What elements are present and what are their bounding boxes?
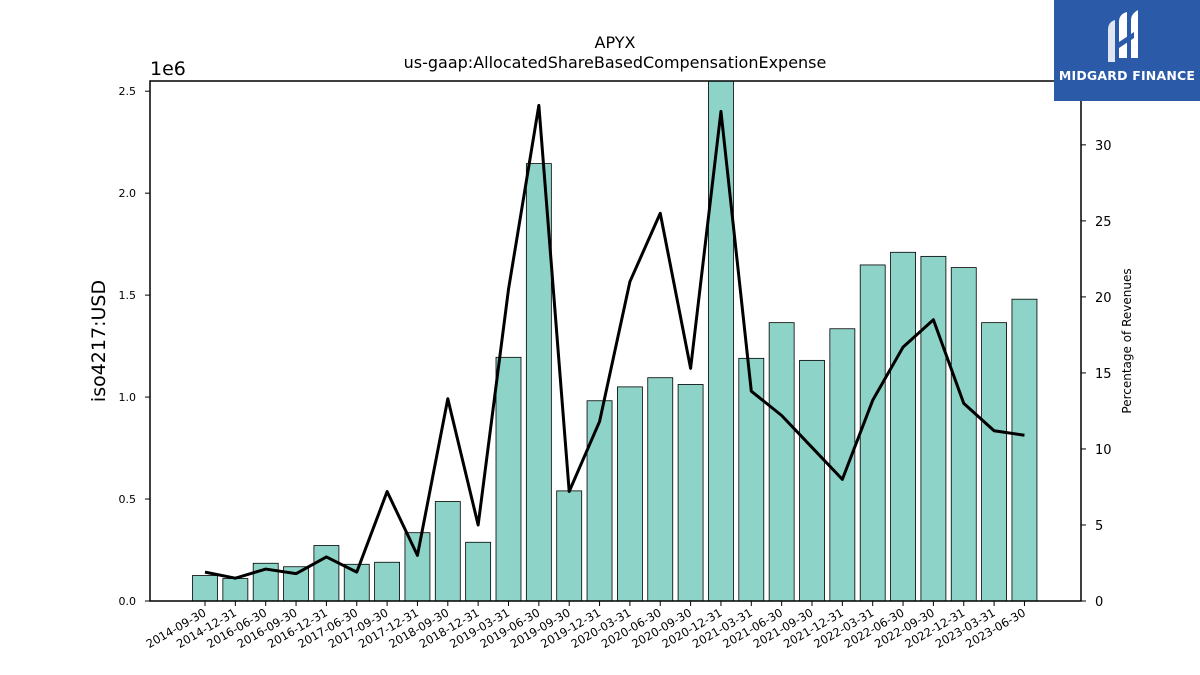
bar-2017-12-31 (404, 532, 431, 602)
line-layer (204, 103, 1025, 580)
bar-2020-03-31 (617, 386, 643, 602)
logo-text: MIDGARD FINANCE (1058, 68, 1196, 83)
y-tick-label: 0.0 (119, 595, 137, 608)
y2-tick-label: 5 (1095, 519, 1103, 534)
bar-2016-12-31 (313, 545, 340, 602)
y2-tick-label: 10 (1095, 443, 1112, 458)
logo-mark-icon (1108, 10, 1138, 62)
bar-2019-09-30 (556, 490, 583, 602)
bar-2020-12-31 (708, 80, 734, 602)
bar-2019-12-31 (586, 400, 613, 602)
y2-tick-label: 15 (1095, 367, 1112, 382)
bar-2021-09-30 (799, 359, 825, 602)
bar-2023-03-31 (981, 322, 1007, 602)
bar-2020-06-30 (647, 377, 674, 602)
bar-2021-03-31 (738, 357, 765, 602)
bar-2014-12-31 (222, 578, 249, 602)
bars-layer (192, 80, 1038, 602)
bar-2018-12-31 (465, 541, 492, 602)
bar-2022-09-30 (920, 255, 947, 602)
midgard-finance-logo: MIDGARD FINANCE (1054, 0, 1200, 101)
y2-tick-label: 0 (1095, 595, 1103, 610)
y2-tick-label: 25 (1095, 215, 1112, 230)
bar-2021-12-31 (829, 328, 856, 602)
offset-text: 1e6 (150, 58, 186, 80)
bar-2021-06-30 (768, 322, 795, 602)
y-tick-label: 0.5 (119, 493, 137, 506)
y-tick-label: 1.5 (119, 289, 137, 302)
bar-2019-03-31 (495, 356, 522, 602)
y-tick-label: 2.0 (119, 187, 137, 200)
percentage-line (204, 103, 1025, 580)
bar-2017-09-30 (374, 561, 401, 602)
y2-tick-label: 20 (1095, 291, 1112, 306)
plot-frame (149, 80, 1082, 602)
bar-2022-03-31 (859, 264, 886, 602)
chart-subtitle: us-gaap:AllocatedShareBasedCompensationE… (404, 53, 827, 72)
y2-tick-label: 30 (1095, 139, 1112, 154)
bar-2022-12-31 (950, 267, 977, 602)
chart-title: APYX (595, 33, 636, 52)
bar-2020-09-30 (677, 384, 704, 602)
bar-2018-09-30 (434, 501, 461, 602)
bar-2023-06-30 (1011, 298, 1038, 602)
bar-2022-06-30 (890, 251, 916, 602)
bar-2014-09-30 (192, 575, 218, 602)
y-tick-label: 1.0 (119, 391, 137, 404)
y-axis-label: iso4217:USD (88, 280, 110, 402)
y-tick-label: 2.5 (119, 85, 137, 98)
y2-axis-label: Percentage of Revenues (1120, 268, 1134, 413)
